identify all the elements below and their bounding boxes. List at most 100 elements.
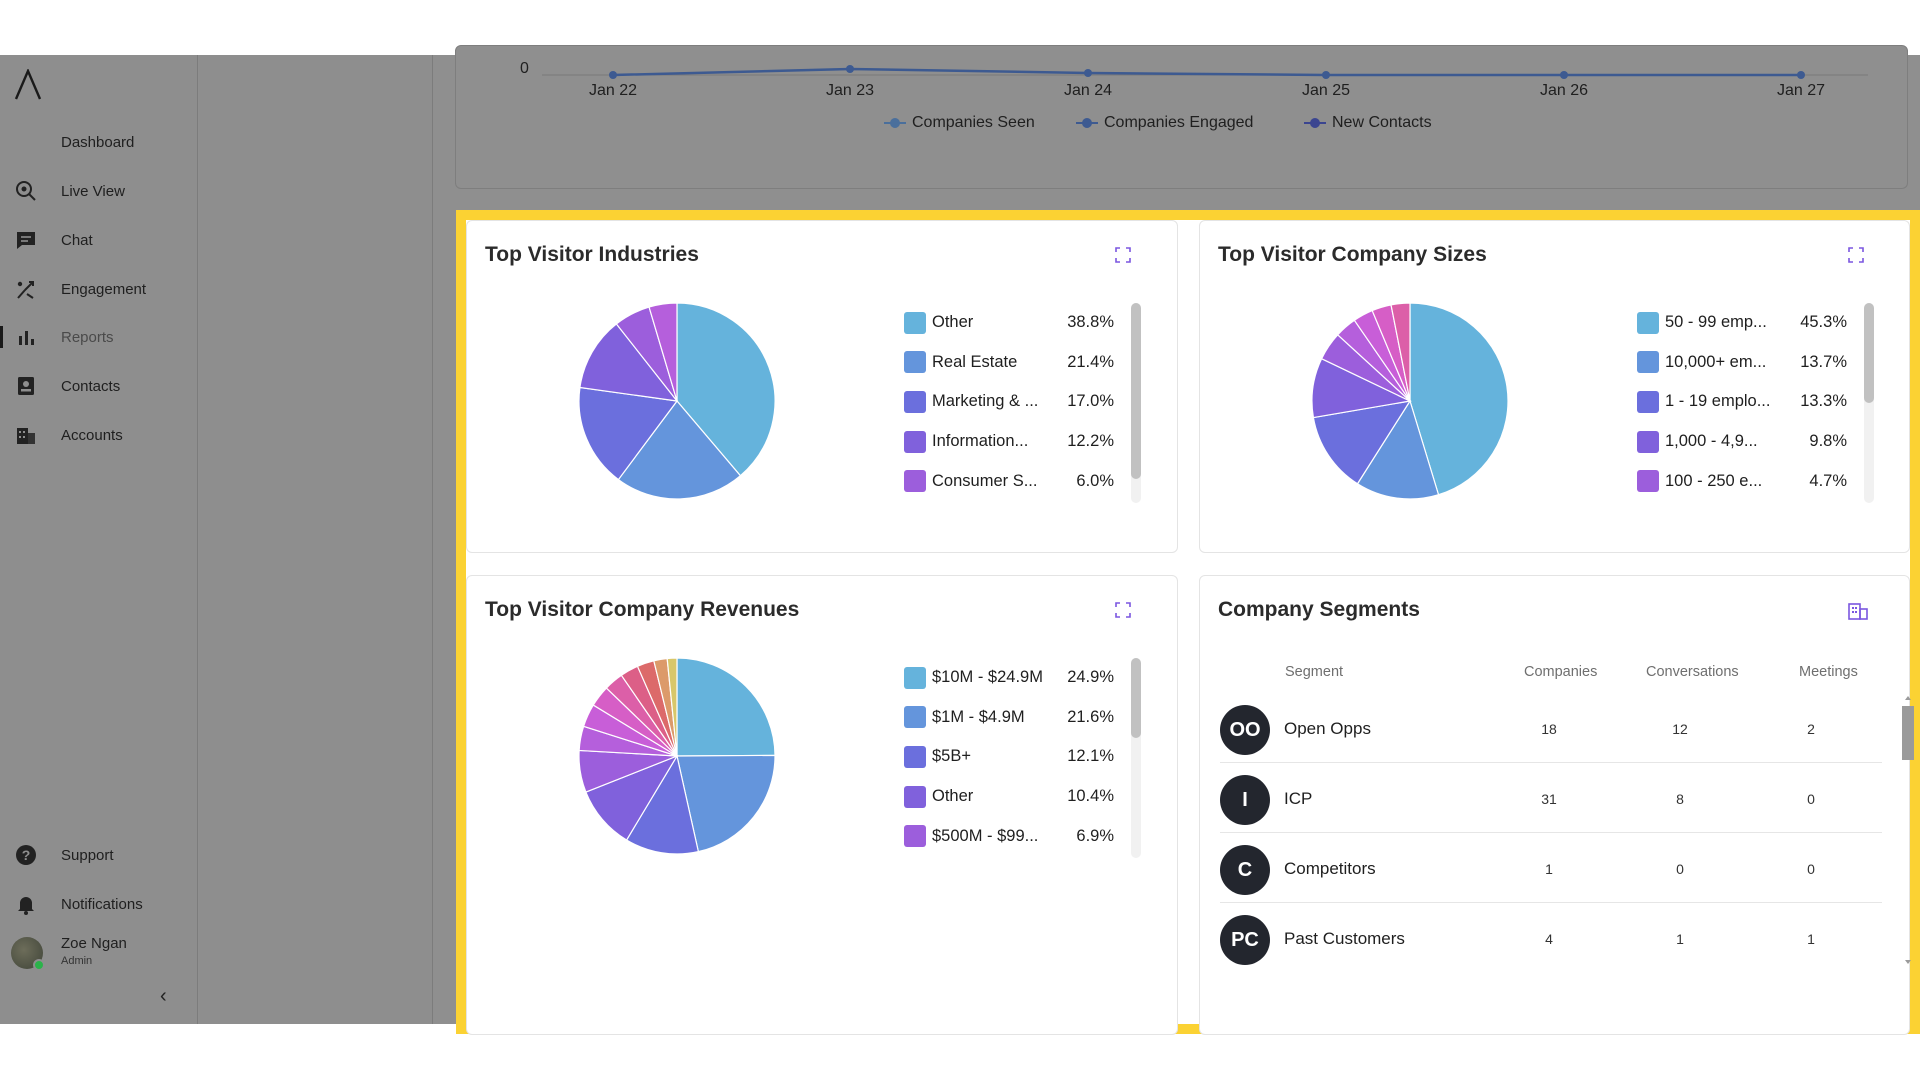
legend-swatch	[1637, 311, 1659, 334]
legend-scrollbar[interactable]	[1131, 303, 1141, 503]
legend-item[interactable]: 50 - 99 emp... 45.3%	[1637, 303, 1847, 343]
app-root: Dashboard Live View Chat Engagement R	[0, 45, 1920, 1035]
expand-icon[interactable]	[1115, 602, 1131, 618]
legend-swatch	[904, 825, 926, 848]
x-axis-tick: Jan 27	[1776, 82, 1826, 99]
legend-item[interactable]: Information... 12.2%	[904, 422, 1114, 462]
legend-scrollbar[interactable]	[1131, 658, 1141, 858]
x-axis-tick: Jan 23	[825, 82, 875, 99]
legend-item[interactable]: Consumer S... 6.0%	[904, 461, 1114, 501]
legend-item[interactable]: $1M - $4.9M 21.6%	[904, 698, 1114, 738]
segments-scrollbar[interactable]	[1901, 694, 1915, 966]
legend-item[interactable]: Marketing & ... 17.0%	[904, 382, 1114, 422]
pie-slice[interactable]	[578, 386, 679, 481]
legend-value: 10.4%	[1067, 787, 1114, 806]
pie-slice[interactable]	[676, 754, 776, 853]
pie-slice[interactable]	[676, 657, 776, 757]
pie-slice[interactable]	[1312, 400, 1412, 485]
reports-icon	[15, 326, 37, 348]
legend-value: 12.2%	[1067, 432, 1114, 451]
column-header-companies[interactable]: Companies	[1524, 664, 1598, 680]
sidebar-item-reports[interactable]: Reports	[0, 317, 198, 357]
table-row[interactable]: PC Past Customers 4 1 1	[1220, 903, 1882, 973]
sidebar-item-notifications[interactable]: Notifications	[0, 884, 198, 924]
legend-label: $10M - $24.9M	[932, 668, 1043, 687]
column-header-meetings[interactable]: Meetings	[1799, 664, 1858, 680]
sidebar: Dashboard Live View Chat Engagement R	[0, 55, 198, 1024]
legend-item[interactable]: Other 38.8%	[904, 303, 1114, 343]
legend-item[interactable]: $10M - $24.9M 24.9%	[904, 658, 1114, 698]
table-row[interactable]: I ICP 31 8 0	[1220, 763, 1882, 833]
sidebar-item-label: Dashboard	[61, 134, 135, 151]
column-header-segment[interactable]: Segment	[1285, 664, 1344, 680]
pie-slice[interactable]	[676, 302, 776, 477]
legend-new-contacts[interactable]: New Contacts	[1304, 114, 1432, 132]
card-title: Top Visitor Industries	[485, 243, 699, 266]
legend-marker-icon	[1076, 117, 1098, 129]
sidebar-item-engagement[interactable]: Engagement	[0, 269, 198, 309]
collapse-sidebar-icon[interactable]: ‹	[160, 985, 167, 1007]
conversations-count: 12	[1672, 721, 1688, 737]
pie-slice[interactable]	[579, 323, 679, 402]
legend-scrollbar[interactable]	[1864, 303, 1874, 503]
table-row[interactable]: OO Open Opps 18 12 2	[1220, 693, 1882, 763]
pie-slice[interactable]	[1356, 399, 1440, 500]
pie-slice[interactable]	[648, 302, 678, 402]
legend-item[interactable]: 1 - 19 emplo... 13.3%	[1637, 382, 1847, 422]
card-title: Company Segments	[1218, 598, 1420, 621]
legend-label: Other	[932, 313, 974, 332]
pie-slice[interactable]	[666, 657, 678, 757]
pie-slice[interactable]	[617, 400, 742, 500]
scrollbar-thumb[interactable]	[1131, 303, 1141, 479]
legend-swatch	[904, 390, 926, 413]
company-revenues-card: Top Visitor Company Revenues $10M - $24.…	[466, 575, 1178, 1035]
legend-companies-seen[interactable]: Companies Seen	[884, 114, 1035, 132]
trend-point	[1322, 71, 1330, 79]
scrollbar-thumb[interactable]	[1864, 303, 1874, 403]
sidebar-item-contacts[interactable]: Contacts	[0, 366, 198, 406]
pie-slice[interactable]	[1390, 302, 1411, 402]
legend-marker-icon	[1304, 117, 1326, 129]
legend-item[interactable]: Real Estate 21.4%	[904, 343, 1114, 383]
segment-avatar: C	[1220, 845, 1270, 895]
company-revenues-pie-chart	[578, 657, 776, 855]
expand-icon[interactable]	[1115, 247, 1131, 263]
legend-label: 50 - 99 emp...	[1665, 313, 1767, 332]
legend-companies-engaged[interactable]: Companies Engaged	[1076, 114, 1253, 132]
legend-item[interactable]: $5B+ 12.1%	[904, 737, 1114, 777]
logo-icon[interactable]	[14, 69, 42, 101]
sidebar-item-label: Chat	[61, 232, 93, 249]
legend-item[interactable]: 10,000+ em... 13.7%	[1637, 343, 1847, 383]
scrollbar-thumb[interactable]	[1131, 658, 1141, 738]
legend-item[interactable]: Other 10.4%	[904, 777, 1114, 817]
meetings-count: 0	[1807, 791, 1815, 807]
legend-item[interactable]: 100 - 250 e... 4.7%	[1637, 461, 1847, 501]
sidebar-item-support[interactable]: ? Support	[0, 835, 198, 875]
sidebar-item-label: Engagement	[61, 281, 147, 298]
accounts-icon	[15, 424, 37, 446]
segment-name: Competitors	[1284, 859, 1376, 878]
legend-item[interactable]: 1,000 - 4,9... 9.8%	[1637, 422, 1847, 462]
industries-card: Top Visitor Industries Other 38.8% Real E…	[466, 220, 1178, 553]
sidebar-item-chat[interactable]: Chat	[0, 220, 198, 260]
industries-legend: Other 38.8% Real Estate 21.4% Marketing & …	[904, 303, 1114, 501]
legend-swatch	[904, 745, 926, 768]
column-header-conversations[interactable]: Conversations	[1646, 664, 1739, 680]
table-row[interactable]: C Competitors 1 0 0	[1220, 833, 1882, 903]
expand-icon[interactable]	[1848, 247, 1864, 263]
sidebar-item-live-view[interactable]: Live View	[0, 171, 198, 211]
sidebar-item-dashboard[interactable]: Dashboard	[0, 122, 198, 162]
user-name: Zoe Ngan	[61, 935, 127, 952]
legend-label: 1,000 - 4,9...	[1665, 432, 1758, 451]
building-icon[interactable]	[1848, 602, 1868, 620]
user-profile[interactable]: Zoe Ngan Admin	[0, 931, 198, 981]
meetings-count: 2	[1807, 721, 1815, 737]
legend-item[interactable]: $500M - $99... 6.9%	[904, 816, 1114, 856]
user-role: Admin	[61, 955, 93, 967]
legend-swatch	[904, 470, 926, 493]
sidebar-item-label: Reports	[61, 329, 114, 346]
sidebar-item-accounts[interactable]: Accounts	[0, 415, 198, 455]
company-revenues-legend: $10M - $24.9M 24.9% $1M - $4.9M 21.6% $5B+…	[904, 658, 1114, 856]
pie-slice[interactable]	[1409, 302, 1509, 496]
pie-slice[interactable]	[625, 754, 700, 855]
